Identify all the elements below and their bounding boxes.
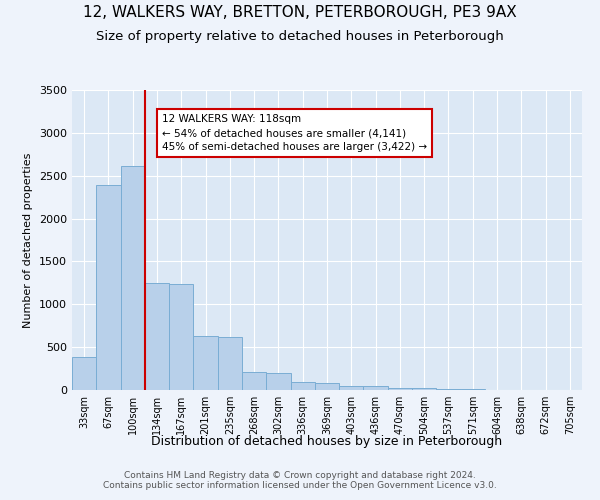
Bar [290, 382, 315, 390]
Bar [121, 166, 145, 390]
Bar [412, 388, 436, 390]
Text: Size of property relative to detached houses in Peterborough: Size of property relative to detached ho… [96, 30, 504, 43]
Bar [218, 337, 242, 390]
Bar [339, 386, 364, 390]
Text: Distribution of detached houses by size in Peterborough: Distribution of detached houses by size … [151, 435, 503, 448]
Text: 12 WALKERS WAY: 118sqm
← 54% of detached houses are smaller (4,141)
45% of semi-: 12 WALKERS WAY: 118sqm ← 54% of detached… [162, 114, 427, 152]
Bar [315, 382, 339, 390]
Bar [388, 388, 412, 390]
Bar [145, 283, 169, 390]
Bar [169, 284, 193, 390]
Y-axis label: Number of detached properties: Number of detached properties [23, 152, 34, 328]
Bar [96, 185, 121, 390]
Text: 12, WALKERS WAY, BRETTON, PETERBOROUGH, PE3 9AX: 12, WALKERS WAY, BRETTON, PETERBOROUGH, … [83, 5, 517, 20]
Bar [242, 372, 266, 390]
Bar [364, 386, 388, 390]
Text: Contains HM Land Registry data © Crown copyright and database right 2024.
Contai: Contains HM Land Registry data © Crown c… [103, 470, 497, 490]
Bar [72, 356, 96, 390]
Bar [266, 373, 290, 390]
Bar [193, 336, 218, 390]
